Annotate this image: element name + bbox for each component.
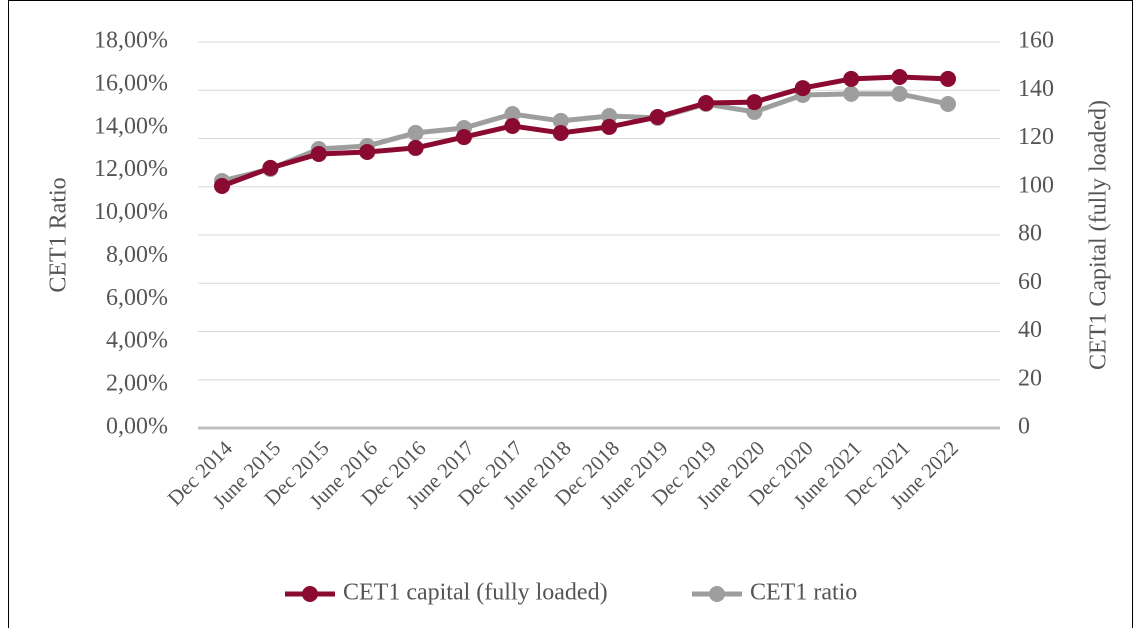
data-point bbox=[407, 124, 424, 141]
data-point bbox=[940, 95, 956, 112]
data-point bbox=[214, 178, 230, 195]
y-tick-label: 12,00% bbox=[94, 156, 168, 182]
data-point bbox=[940, 70, 956, 87]
data-point bbox=[504, 106, 521, 123]
y2-axis-title: CET1 Capital (fully loaded) bbox=[1086, 100, 1112, 370]
y2-tick-label: 120 bbox=[1018, 124, 1054, 150]
y-tick-label: 14,00% bbox=[94, 113, 168, 139]
y2-tick-label: 160 bbox=[1018, 28, 1054, 54]
y2-tick-label: 100 bbox=[1018, 172, 1054, 198]
y2-tick-label: 0 bbox=[1018, 414, 1030, 440]
y2-tick-label: 20 bbox=[1018, 365, 1042, 391]
data-point bbox=[601, 107, 618, 124]
y-axis-title: CET1 Ratio bbox=[46, 177, 72, 292]
data-point bbox=[843, 70, 860, 87]
legend-label: CET1 capital (fully loaded) bbox=[343, 580, 608, 606]
data-point bbox=[891, 85, 908, 102]
data-point bbox=[746, 94, 763, 111]
data-point bbox=[552, 112, 569, 129]
data-point bbox=[601, 118, 618, 135]
data-point bbox=[310, 145, 327, 162]
data-point bbox=[843, 85, 860, 102]
y-tick-label: 6,00% bbox=[106, 285, 168, 311]
y-tick-label: 18,00% bbox=[94, 28, 168, 54]
y-tick-label: 8,00% bbox=[106, 242, 168, 268]
legend-marker bbox=[709, 586, 725, 602]
y-tick-label: 0,00% bbox=[106, 414, 168, 440]
series-line bbox=[221, 74, 949, 189]
data-point bbox=[891, 68, 908, 85]
data-point bbox=[359, 144, 376, 161]
data-point bbox=[407, 139, 424, 156]
data-point bbox=[649, 109, 666, 126]
legend-label: CET1 ratio bbox=[750, 580, 857, 606]
y2-tick-label: 80 bbox=[1018, 221, 1042, 247]
y-tick-label: 16,00% bbox=[94, 70, 168, 96]
legend-marker bbox=[302, 586, 318, 602]
series-line bbox=[221, 91, 949, 184]
data-point bbox=[552, 124, 569, 141]
data-point bbox=[456, 129, 472, 146]
frame bbox=[8, 0, 1133, 628]
data-point bbox=[262, 159, 279, 176]
y2-tick-label: 140 bbox=[1018, 76, 1054, 102]
data-point bbox=[504, 117, 521, 134]
y-tick-label: 4,00% bbox=[106, 328, 168, 354]
y-tick-label: 10,00% bbox=[94, 199, 168, 225]
y-tick-label: 2,00% bbox=[106, 371, 168, 397]
data-point bbox=[698, 95, 714, 112]
data-point bbox=[794, 80, 811, 97]
y2-tick-label: 40 bbox=[1018, 317, 1042, 343]
y2-tick-label: 60 bbox=[1018, 269, 1042, 295]
